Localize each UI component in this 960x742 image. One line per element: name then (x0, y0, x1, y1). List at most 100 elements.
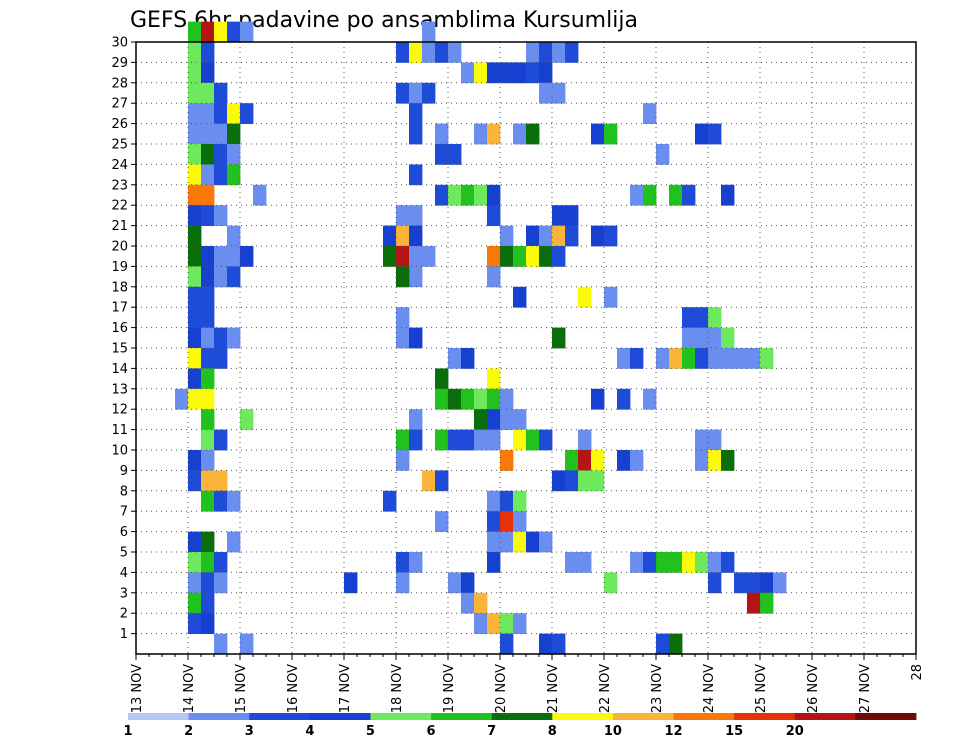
heatmap-cell (448, 429, 462, 451)
y-tick-label: 7 (120, 505, 128, 520)
heatmap-cell (500, 62, 514, 84)
heatmap-cell (448, 184, 462, 206)
heatmap-cell (201, 123, 215, 145)
heatmap-cell (409, 164, 423, 186)
legend-swatch (370, 713, 432, 720)
heatmap-cell (214, 123, 228, 145)
heatmap-cell (695, 552, 709, 573)
heatmap-cell (669, 633, 683, 655)
heatmap-cell (383, 246, 397, 267)
x-tick-label: 21 NOV (546, 664, 561, 713)
heatmap-cell (409, 327, 423, 349)
heatmap-cell (227, 266, 241, 288)
heatmap-cell (656, 144, 670, 165)
heatmap-cell (448, 42, 462, 63)
heatmap-cell (539, 82, 553, 104)
heatmap-cell (500, 633, 514, 655)
y-tick-label: 16 (111, 321, 128, 336)
x-axis-ticks: 13 NOV 14 NOV 15 NOV 16 NOV 17 NOV 18 NOV 19 N… (130, 654, 925, 713)
heatmap-cell (461, 184, 475, 206)
heatmap-cell (188, 103, 202, 124)
heatmap-cell (240, 21, 254, 43)
y-tick-label: 8 (120, 484, 128, 499)
heatmap-cell (201, 348, 215, 369)
heatmap-cell (513, 62, 527, 84)
heatmap-cell (201, 572, 215, 594)
heatmap-cell (201, 613, 215, 634)
y-tick-label: 28 (111, 76, 128, 91)
heatmap-cell (526, 42, 540, 63)
heatmap-cell (500, 225, 514, 247)
x-tick-label: 18 NOV (390, 664, 405, 713)
heatmap-cell (188, 225, 202, 247)
heatmap-cell (435, 144, 449, 165)
heatmap-cell (487, 368, 501, 390)
heatmap-cell (617, 348, 631, 369)
heatmap-cell (708, 348, 722, 369)
heatmap-cell (682, 552, 696, 573)
heatmap-cell (214, 21, 228, 43)
heatmap-cell (448, 144, 462, 165)
y-tick-label: 29 (111, 56, 128, 71)
legend-swatch (612, 713, 674, 720)
legend-swatch (309, 713, 371, 720)
y-tick-label: 27 (111, 97, 128, 112)
heatmap-cell (396, 307, 410, 328)
heatmap-cell (708, 572, 722, 594)
heatmap-cell (201, 368, 215, 390)
heatmap-cell (214, 266, 228, 288)
heatmap-cell (396, 205, 410, 226)
heatmap-cell (487, 490, 501, 512)
y-tick-label: 21 (111, 219, 128, 234)
heatmap-cell (344, 572, 358, 594)
heatmap-cell (201, 184, 215, 206)
heatmap-cell (487, 62, 501, 84)
heatmap-cell (214, 490, 228, 512)
heatmap-cell (552, 42, 566, 63)
y-tick-label: 24 (111, 158, 128, 173)
heatmap-cell (474, 388, 488, 410)
heatmap-cell (539, 633, 553, 655)
heatmap-cell (500, 246, 514, 267)
heatmap-cell (721, 327, 735, 349)
legend-label: 8 (548, 724, 557, 739)
heatmap-cell (214, 82, 228, 104)
heatmap-cell (227, 103, 241, 124)
heatmap-cell (526, 123, 540, 145)
heatmap-cell (188, 21, 202, 43)
y-tick-label: 13 (111, 382, 128, 397)
heatmap-cell (643, 184, 657, 206)
heatmap-cell (188, 348, 202, 369)
heatmap-cell (435, 470, 449, 492)
heatmap-cell (721, 184, 735, 206)
heatmap-cell (201, 103, 215, 124)
heatmap-cell (188, 62, 202, 84)
heatmap-cell (188, 450, 202, 471)
heatmap-cell (474, 409, 488, 430)
heatmap-cell (487, 552, 501, 573)
heatmap-cell (188, 531, 202, 553)
x-tick-label: 19 NOV (442, 664, 457, 713)
heatmap-cell (487, 429, 501, 451)
heatmap-cell (500, 531, 514, 553)
heatmap-cell (565, 225, 579, 247)
heatmap-cell (565, 42, 579, 63)
heatmap-cell (227, 21, 241, 43)
heatmap-cell (656, 348, 670, 369)
heatmap-cell (552, 470, 566, 492)
heatmap-cell (474, 592, 488, 614)
heatmap-cell (760, 572, 774, 594)
y-tick-label: 1 (120, 627, 128, 642)
legend-label: 15 (725, 724, 743, 739)
heatmap-cell (409, 205, 423, 226)
heatmap-cell (188, 327, 202, 349)
heatmap-cell (201, 470, 215, 492)
heatmap-cell (747, 592, 761, 614)
y-axis-ticks: 1234567891011121314151617181920212223242… (111, 36, 136, 642)
heatmap-cell (214, 552, 228, 573)
heatmap-cell (656, 552, 670, 573)
heatmap-cell (435, 42, 449, 63)
heatmap-cell (630, 450, 644, 471)
heatmap-cell (539, 42, 553, 63)
